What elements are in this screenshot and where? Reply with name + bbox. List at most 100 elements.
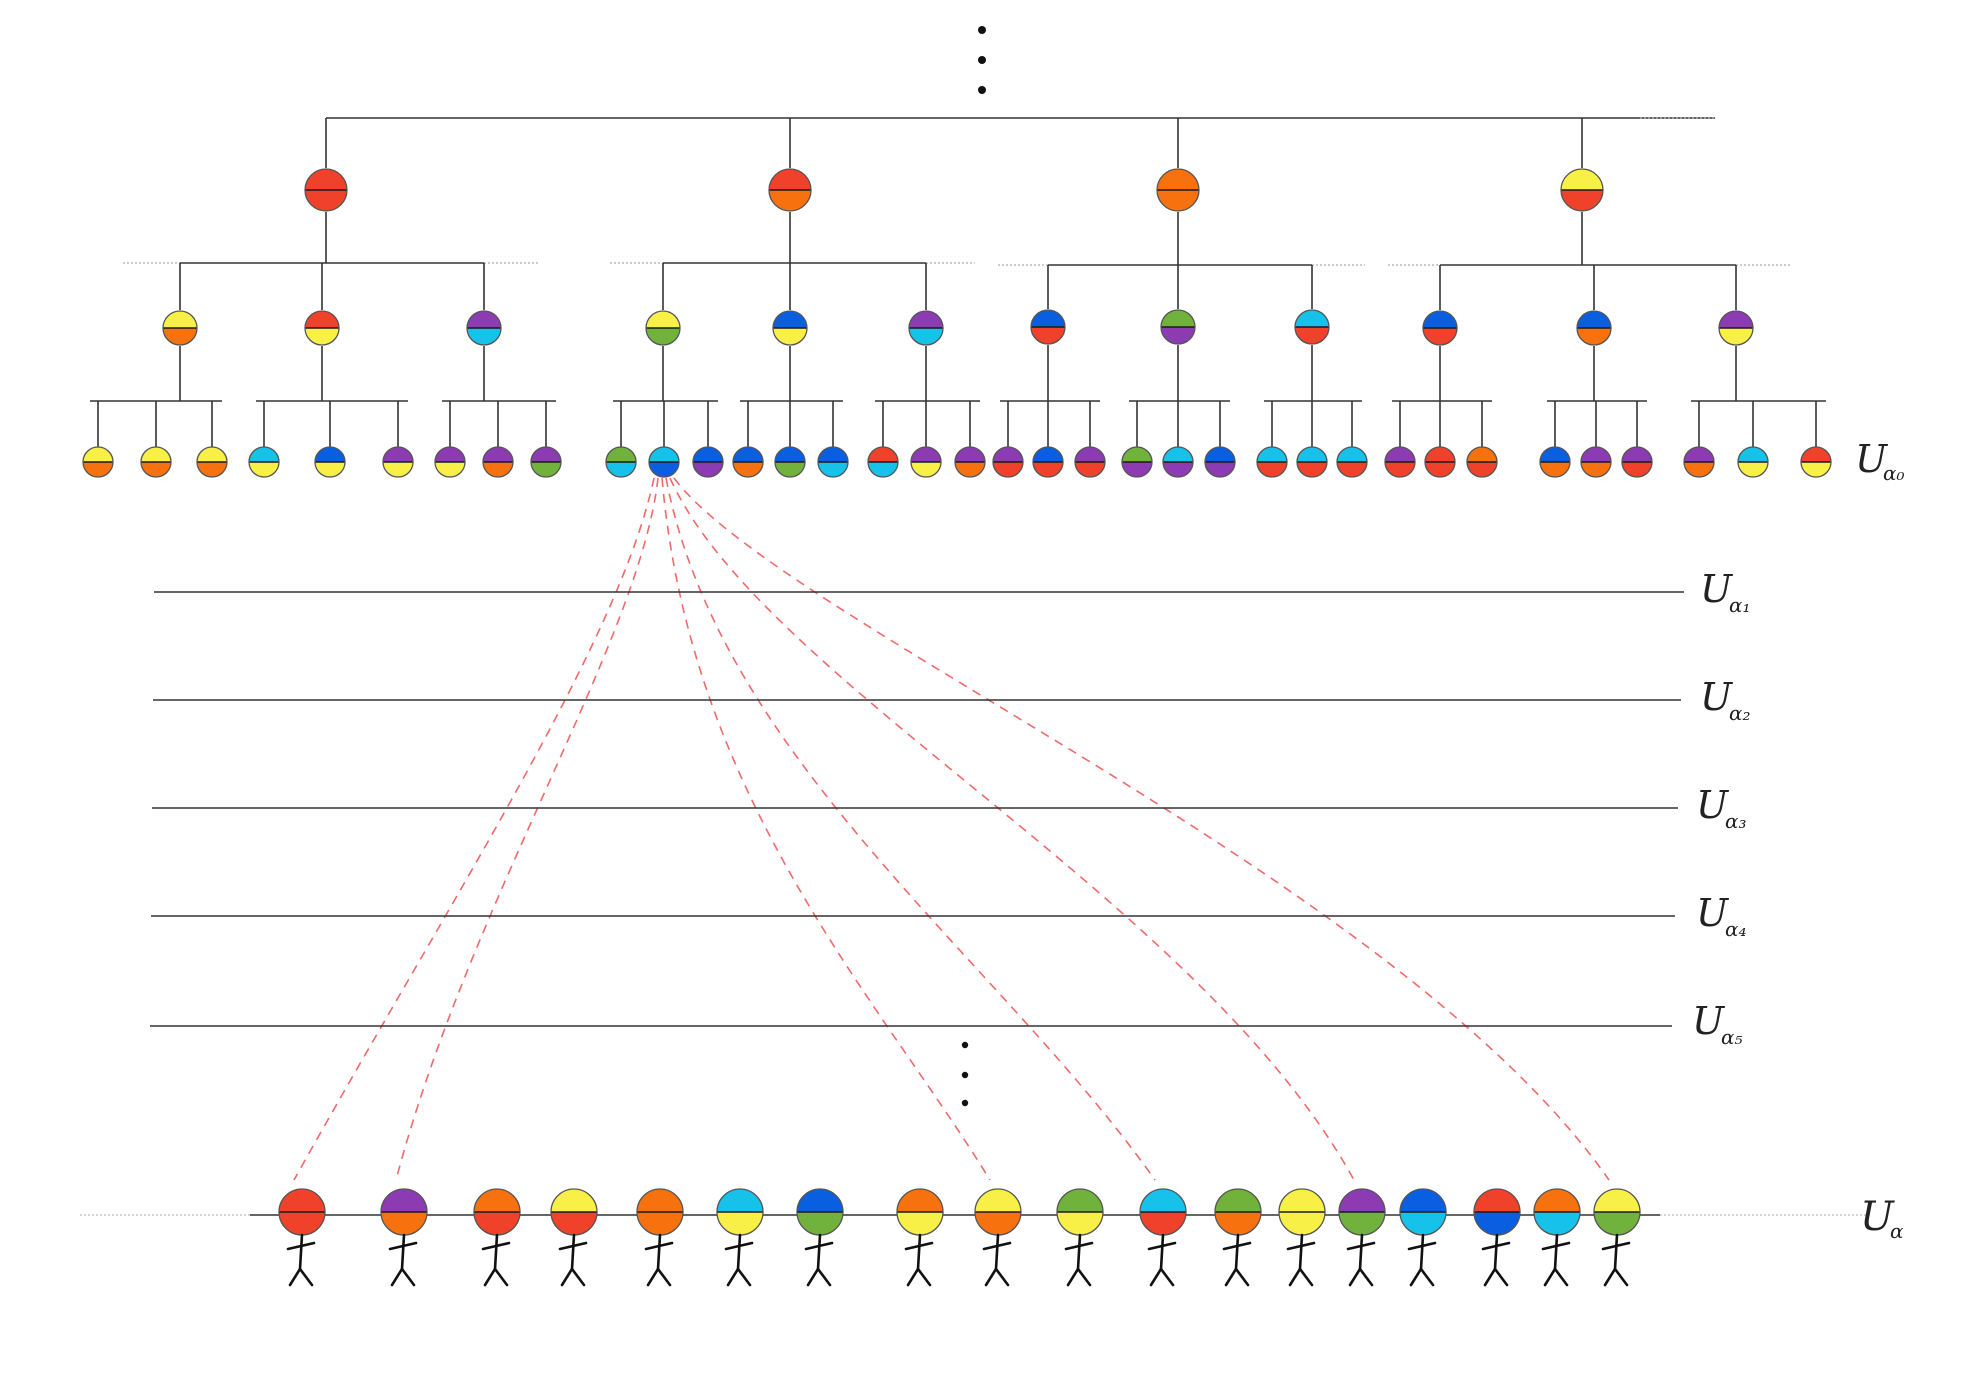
- node-top-half: [646, 311, 680, 328]
- node-outline: [162, 310, 198, 346]
- node-top-half: [693, 447, 723, 462]
- person-leg: [906, 1267, 920, 1287]
- tree-node-leaf: [867, 446, 899, 478]
- person-arm: [286, 1241, 316, 1251]
- node-outline: [648, 446, 680, 478]
- person-leg: [1159, 1267, 1175, 1287]
- node-bottom-half: [1337, 462, 1367, 477]
- node-bottom-half: [911, 462, 941, 477]
- node-outline: [732, 446, 764, 478]
- person-head: [550, 1188, 598, 1236]
- node-outline: [1074, 446, 1106, 478]
- node-top-half: [1385, 447, 1415, 462]
- node-top-half: [769, 169, 811, 190]
- tree-node-level1: [1718, 310, 1754, 346]
- node-bottom-half: [1719, 328, 1753, 345]
- node-outline: [867, 446, 899, 478]
- node-top-half: [775, 447, 805, 462]
- node-outline: [434, 446, 466, 478]
- node-top-half: [1339, 1189, 1385, 1212]
- node-bottom-half: [897, 1212, 943, 1235]
- svg-text:U: U: [1692, 999, 1726, 1043]
- node-bottom-half: [1279, 1212, 1325, 1235]
- node-outline: [1032, 446, 1064, 478]
- tree-node-leaf: [1256, 446, 1288, 478]
- node-top-half: [1279, 1189, 1325, 1212]
- level-label-main: U: [1855, 437, 1889, 481]
- node-top-half: [818, 447, 848, 462]
- tree-node-level1: [162, 310, 198, 346]
- node-top-half: [1215, 1189, 1261, 1212]
- person-leg: [1613, 1267, 1629, 1287]
- node-top-half: [315, 447, 345, 462]
- tree-node-leaf: [1621, 446, 1653, 478]
- ellipsis-dots: [961, 26, 986, 1107]
- person-leg: [726, 1267, 740, 1287]
- tree-node-level1: [1030, 309, 1066, 345]
- tree-node-level1: [645, 310, 681, 346]
- person: [473, 1188, 521, 1287]
- tree-node-leaf: [1074, 446, 1106, 478]
- person-body: [1553, 1233, 1559, 1271]
- tree-node-leaf: [1384, 446, 1416, 478]
- level-label-4: U α₄: [1696, 891, 1747, 941]
- node-top-half: [1163, 447, 1193, 462]
- person-body: [1613, 1233, 1619, 1271]
- tree-node-leaf: [1580, 446, 1612, 478]
- person: [1056, 1188, 1104, 1287]
- node-top-half: [1295, 310, 1329, 327]
- tree-node-level1: [466, 310, 502, 346]
- person-head: [1338, 1188, 1386, 1236]
- person: [278, 1188, 326, 1287]
- node-bottom-half: [1577, 328, 1611, 345]
- node-outline: [1576, 310, 1612, 346]
- person-leg: [1076, 1267, 1092, 1287]
- node-top-half: [83, 447, 113, 462]
- person-leg: [560, 1267, 574, 1287]
- node-top-half: [474, 1189, 520, 1212]
- svg-text:U: U: [1700, 675, 1734, 719]
- person-leg: [984, 1267, 998, 1287]
- node-bottom-half: [467, 328, 501, 345]
- individuals: [278, 1188, 1641, 1287]
- node-bottom-half: [993, 462, 1023, 477]
- node-bottom-half: [249, 462, 279, 477]
- node-bottom-half: [531, 462, 561, 477]
- person-body: [994, 1233, 1000, 1271]
- person-body: [493, 1233, 499, 1271]
- tree-node-leaf: [1336, 446, 1368, 478]
- node-top-half: [649, 447, 679, 462]
- node-bottom-half: [955, 462, 985, 477]
- person-head: [1278, 1188, 1326, 1236]
- node-bottom-half: [646, 328, 680, 345]
- tree-node-leaf: [1800, 446, 1832, 478]
- node-top-half: [733, 447, 763, 462]
- node-outline: [1121, 446, 1153, 478]
- node-outline: [140, 446, 172, 478]
- node-bottom-half: [1163, 462, 1193, 477]
- person-leg: [1543, 1267, 1557, 1287]
- node-top-half: [1297, 447, 1327, 462]
- node-bottom-half: [279, 1212, 325, 1235]
- person-arm: [804, 1241, 834, 1251]
- node-outline: [910, 446, 942, 478]
- person-arm: [388, 1241, 418, 1251]
- person-leg: [1348, 1267, 1362, 1287]
- node-outline: [482, 446, 514, 478]
- node-bottom-half: [1561, 190, 1603, 211]
- node-top-half: [1577, 311, 1611, 328]
- node-outline: [774, 446, 806, 478]
- tree-node-leaf: [1466, 446, 1498, 478]
- node-outline: [304, 168, 348, 212]
- person-leg: [1066, 1267, 1080, 1287]
- node-bottom-half: [1540, 462, 1570, 477]
- node-bottom-half: [1140, 1212, 1186, 1235]
- person: [1338, 1188, 1386, 1287]
- level-label-2: U α₂: [1700, 675, 1751, 725]
- person-leg: [1409, 1267, 1423, 1287]
- person-leg: [646, 1267, 660, 1287]
- tree-node-leaf: [1737, 446, 1769, 478]
- node-outline: [645, 310, 681, 346]
- tree-node-level1: [304, 310, 340, 346]
- node-bottom-half: [1257, 462, 1287, 477]
